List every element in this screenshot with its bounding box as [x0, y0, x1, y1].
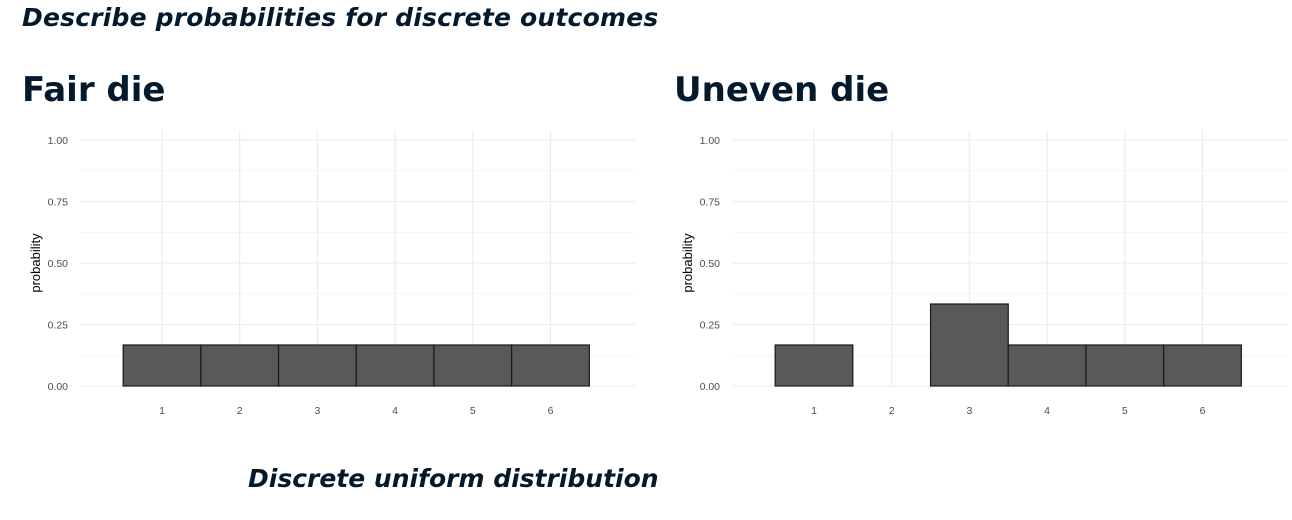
bar [929, 303, 1009, 387]
y-tick-label: 0.25 [700, 320, 721, 332]
y-tick-label: 0.25 [48, 320, 69, 332]
bar [774, 344, 854, 387]
y-tick-label: 0.75 [48, 197, 69, 209]
bar [1007, 344, 1087, 387]
y-tick-label: 0.00 [48, 381, 69, 393]
x-tick-label: 1 [159, 405, 165, 417]
uneven-die-title: Uneven die [674, 70, 890, 110]
x-tick-label: 3 [966, 405, 972, 417]
y-axis-label: probability [680, 233, 695, 293]
bar [433, 344, 513, 387]
x-tick-label: 6 [548, 405, 554, 417]
x-tick-label: 6 [1200, 405, 1206, 417]
y-tick-label: 1.00 [48, 135, 69, 147]
x-tick-label: 5 [470, 405, 476, 417]
y-tick-label: 1.00 [700, 135, 721, 147]
x-tick-label: 2 [237, 405, 243, 417]
y-axis-label: probability [28, 233, 43, 293]
x-tick-label: 2 [889, 405, 895, 417]
bar [1163, 344, 1242, 387]
bar [200, 344, 280, 387]
y-tick-label: 0.50 [700, 258, 721, 270]
x-tick-label: 3 [314, 405, 320, 417]
x-tick-label: 1 [811, 405, 817, 417]
fair-die-title: Fair die [22, 70, 166, 110]
y-tick-label: 0.75 [700, 197, 721, 209]
fair-die-chart: 0.00 0.25 0.50 0.75 1.00 1 2 3 4 5 6 probability [28, 130, 636, 417]
bar [277, 344, 357, 387]
y-tick-label: 0.00 [700, 381, 721, 393]
page-heading: Describe probabilities for discrete outc… [22, 3, 659, 32]
bar [122, 344, 202, 387]
bar [511, 344, 590, 387]
x-tick-label: 4 [1044, 405, 1050, 417]
bar [1085, 344, 1165, 387]
distribution-caption: Discrete uniform distribution [248, 464, 659, 493]
y-tick-label: 0.50 [48, 258, 69, 270]
x-tick-label: 4 [392, 405, 398, 417]
uneven-die-chart: 0.00 0.25 0.50 0.75 1.00 1 2 3 4 5 6 probability [680, 130, 1288, 417]
bar [355, 344, 435, 387]
x-tick-label: 5 [1122, 405, 1128, 417]
